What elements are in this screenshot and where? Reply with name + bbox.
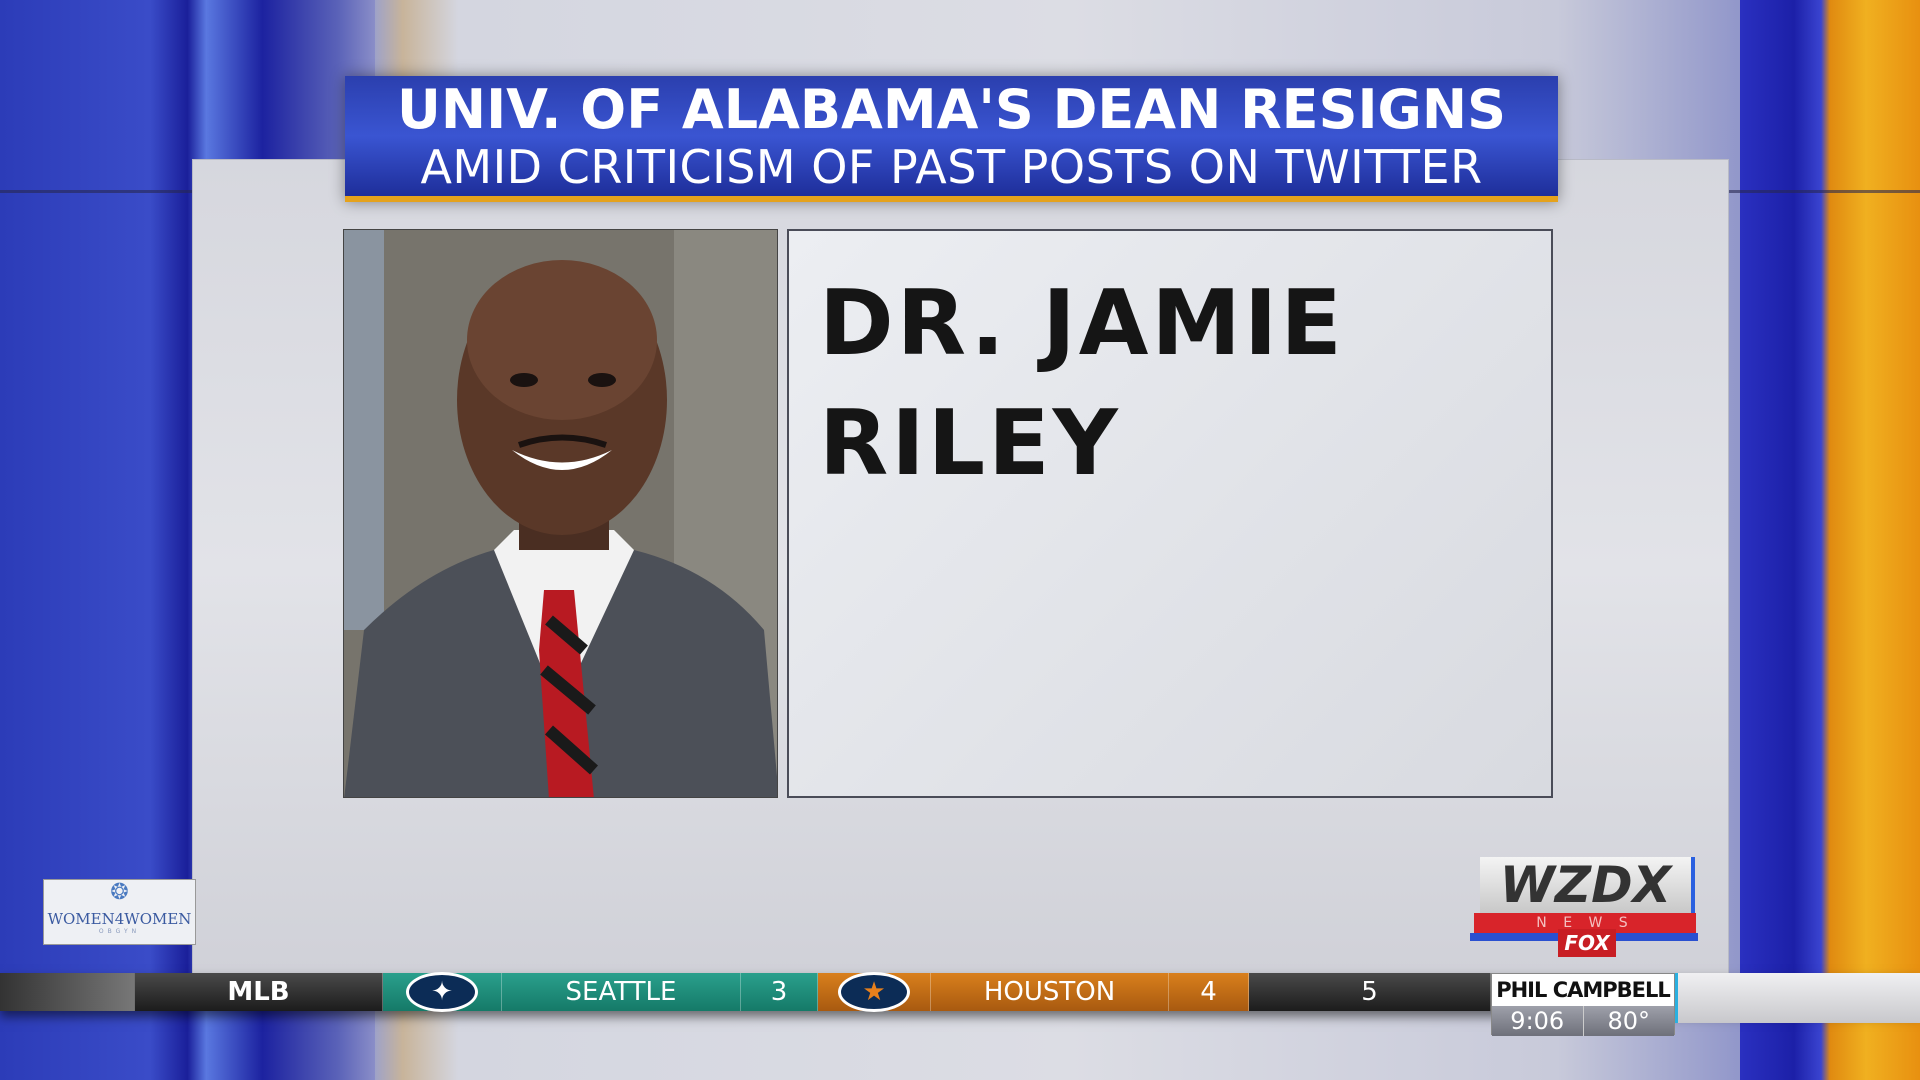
away-team-name: SEATTLE bbox=[502, 973, 741, 1011]
sponsor-name: WOMEN4WOMEN bbox=[47, 910, 192, 928]
ticker-league: MLB bbox=[135, 973, 383, 1011]
sports-ticker: MLB ✦ SEATTLE 3 ★ HOUSTON 4 5 bbox=[0, 972, 1920, 1012]
home-team-name: HOUSTON bbox=[931, 973, 1169, 1011]
weather-box: PHIL CAMPBELL 9:06 80° bbox=[1491, 973, 1675, 1036]
headline-line2: AMID CRITICISM OF PAST POSTS ON TWITTER bbox=[420, 140, 1483, 194]
mariners-compass-icon: ✦ bbox=[406, 972, 478, 1012]
current-time: 9:06 bbox=[1510, 1007, 1565, 1035]
station-call-letters: WZDX bbox=[1480, 857, 1695, 913]
ticker-tail bbox=[1675, 973, 1920, 1023]
sponsor-emblem-icon: ❂ bbox=[110, 880, 129, 905]
current-temperature: 80° bbox=[1582, 1006, 1675, 1036]
away-team-score: 3 bbox=[741, 973, 818, 1011]
name-line1: DR. JAMIE bbox=[819, 271, 1345, 376]
fox-logo: FOX bbox=[1558, 929, 1616, 957]
name-card: DR. JAMIE RILEY bbox=[787, 229, 1553, 798]
station-news: N E W S bbox=[1474, 913, 1696, 933]
astros-star-icon: ★ bbox=[838, 972, 910, 1012]
headline-banner: UNIV. OF ALABAMA'S DEAN RESIGNS AMID CRI… bbox=[345, 76, 1558, 202]
ticker-lead bbox=[0, 973, 135, 1011]
portrait-photo bbox=[343, 229, 778, 798]
home-team-score: 4 bbox=[1169, 973, 1249, 1011]
sponsor-sub: OBGYN bbox=[98, 928, 141, 935]
name-line2: RILEY bbox=[819, 391, 1121, 496]
inning: 5 bbox=[1249, 973, 1491, 1011]
weather-location: PHIL CAMPBELL bbox=[1496, 978, 1671, 1002]
away-team-logo: ✦ bbox=[383, 972, 502, 1012]
home-team-logo: ★ bbox=[818, 972, 931, 1012]
station-logo: WZDX N E W S FOX bbox=[1470, 857, 1702, 957]
background-right bbox=[1740, 0, 1920, 1080]
headline-line1: UNIV. OF ALABAMA'S DEAN RESIGNS bbox=[397, 78, 1506, 141]
sponsor-logo: ❂ WOMEN4WOMEN OBGYN bbox=[43, 879, 196, 945]
